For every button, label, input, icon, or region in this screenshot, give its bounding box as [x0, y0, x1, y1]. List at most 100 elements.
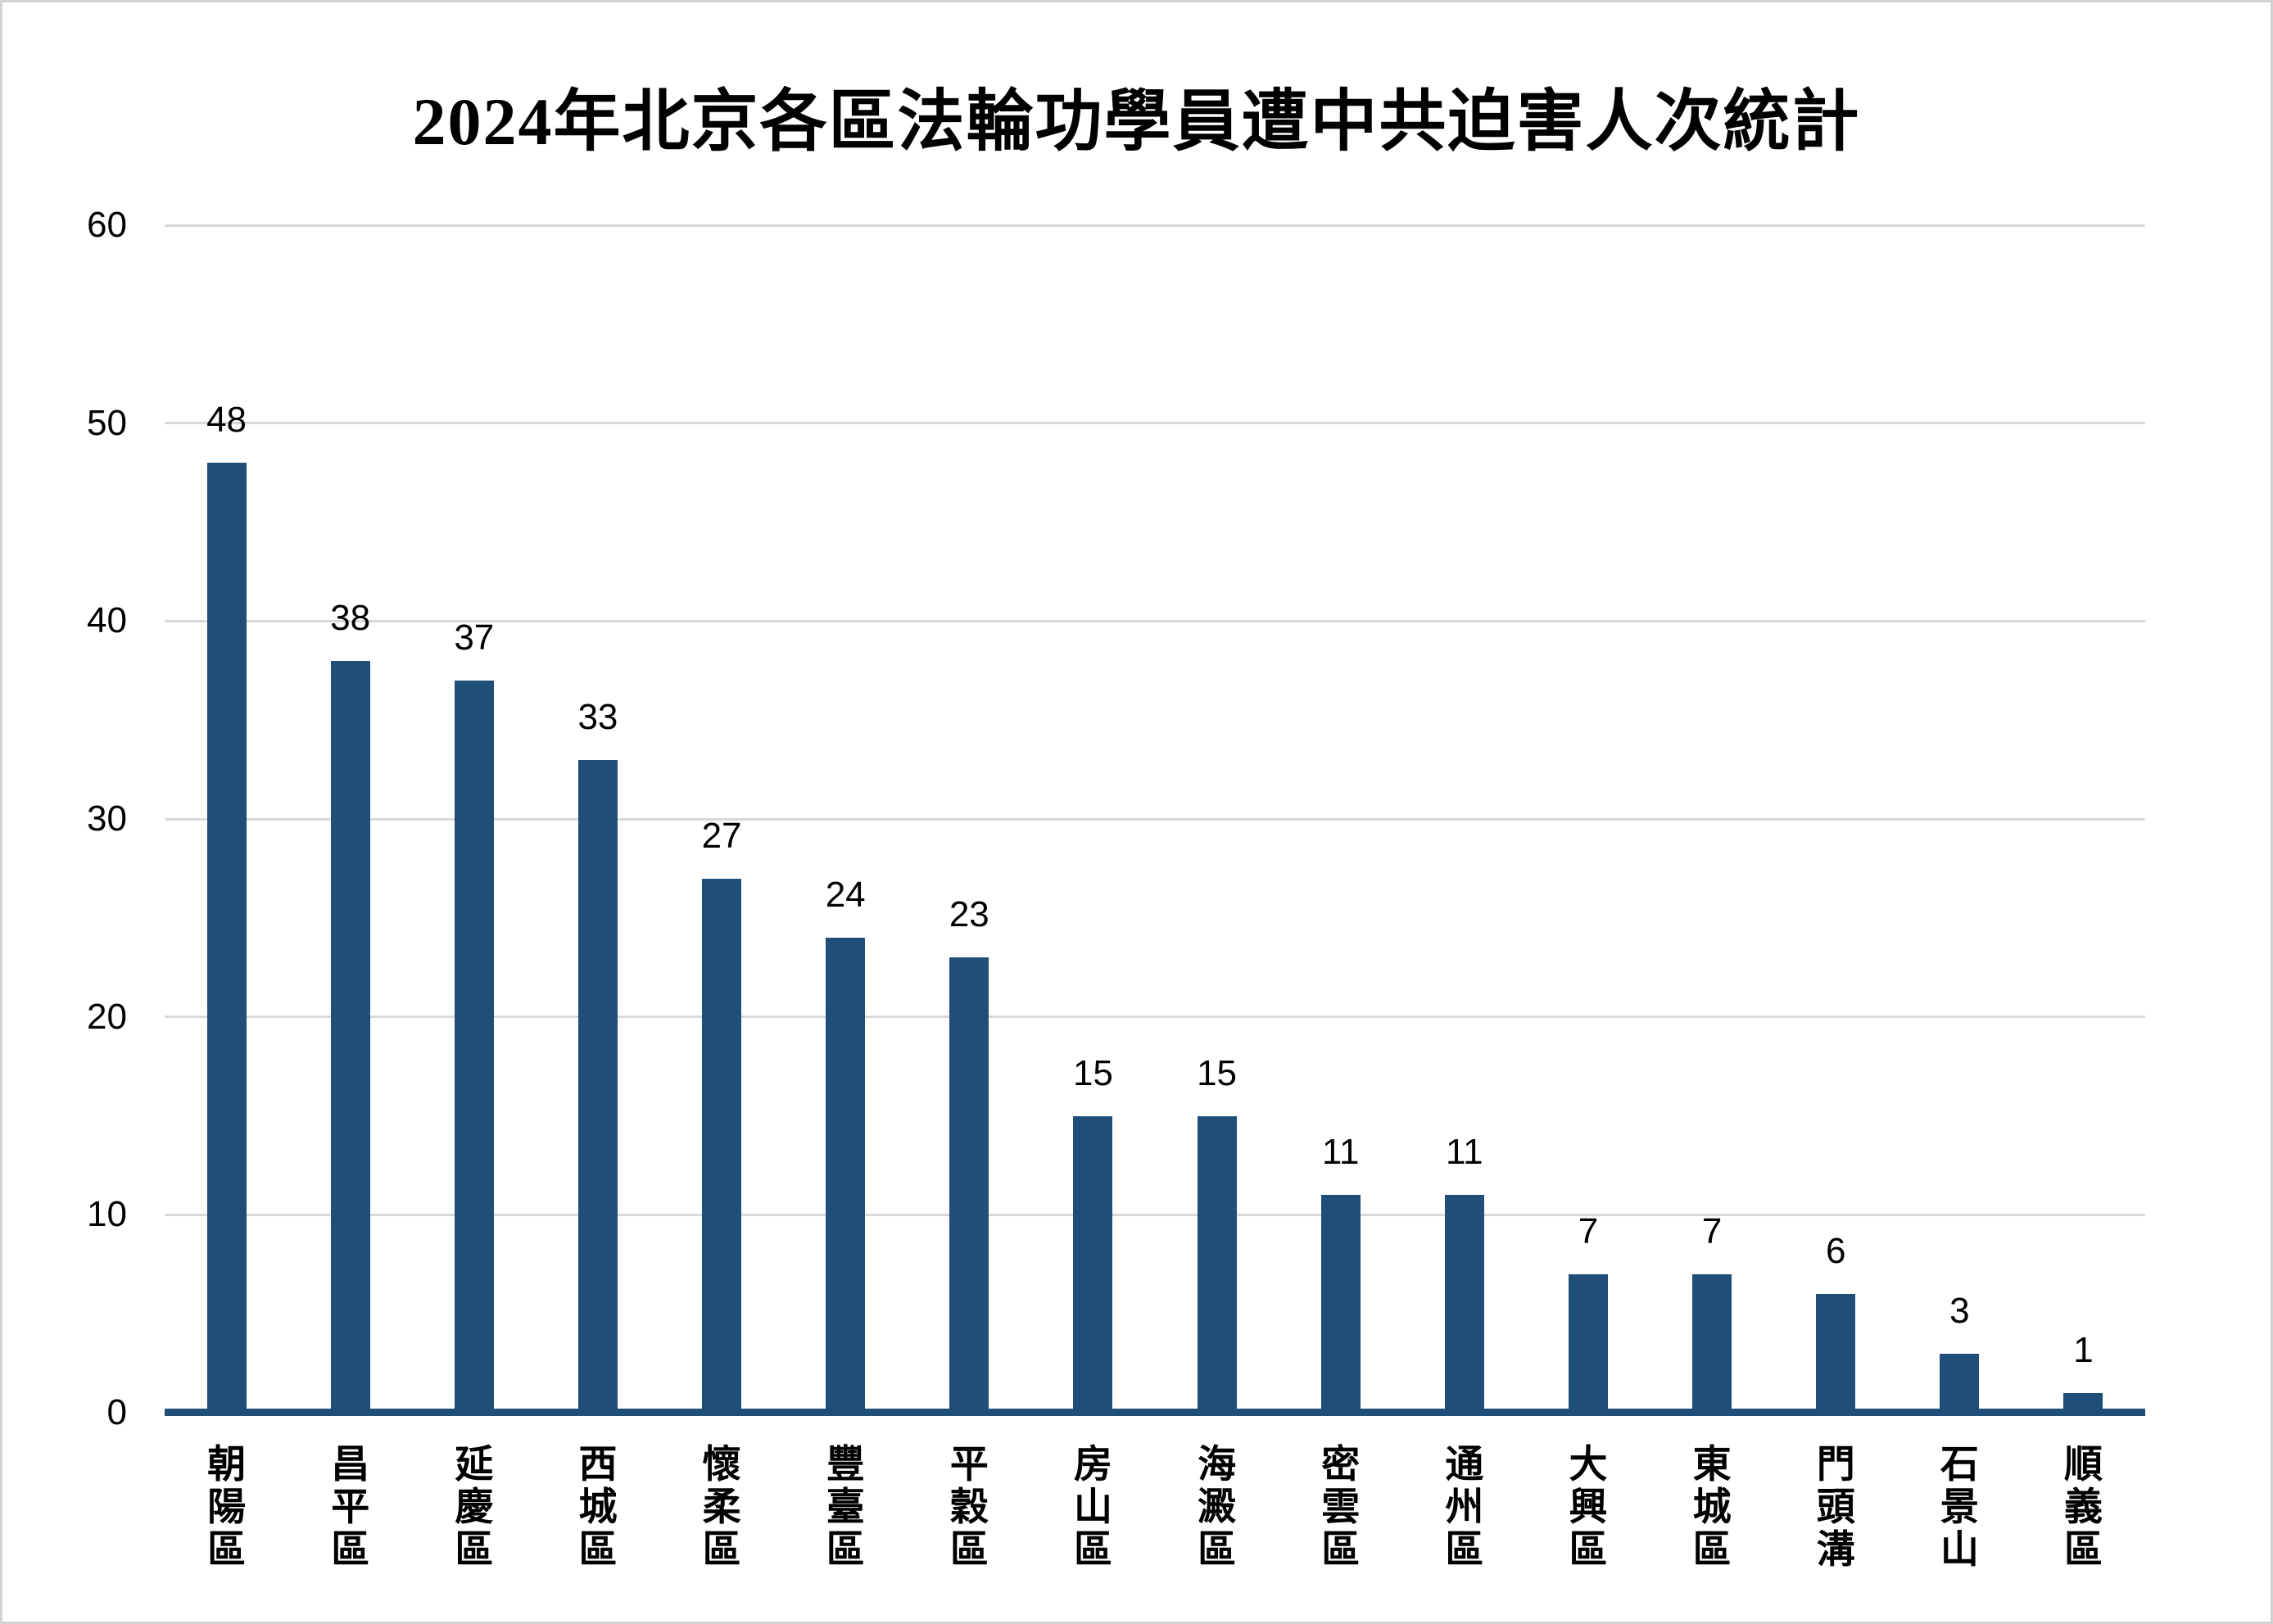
- bar: [826, 938, 866, 1413]
- bar: [1073, 1115, 1113, 1413]
- x-axis-label-char: 區: [578, 1529, 618, 1572]
- x-axis-label-char: 景: [1940, 1486, 1979, 1529]
- chart-title: 2024年北京各區法輪功學員遭中共迫害人次統計: [412, 84, 1861, 159]
- bar-value-label: 11: [1321, 1132, 1360, 1173]
- bar: [1816, 1294, 1856, 1413]
- bar-value-label: 15: [1197, 1052, 1238, 1093]
- x-axis-label-char: 懷: [702, 1444, 741, 1486]
- x-axis-label-char: 慶: [455, 1486, 494, 1529]
- bar-value-label: 27: [701, 815, 742, 856]
- x-axis-label-char: 溝: [1816, 1529, 1855, 1572]
- x-axis-label-char: 東: [1692, 1444, 1732, 1486]
- x-axis-label: 門頭溝: [1774, 1444, 1898, 1572]
- x-axis-label-char: 朝: [207, 1444, 247, 1486]
- x-axis-label-char: 昌: [331, 1444, 370, 1486]
- gridline: [165, 422, 2145, 425]
- x-axis-label: 房山區: [1031, 1444, 1155, 1572]
- bar: [206, 463, 247, 1413]
- x-axis-label-char: 延: [455, 1444, 494, 1486]
- x-axis-label-char: 區: [2063, 1529, 2103, 1572]
- x-axis-label-char: 州: [1445, 1486, 1484, 1529]
- x-axis-label-char: 西: [578, 1444, 618, 1486]
- bar-value-label: 37: [454, 617, 495, 658]
- x-axis-line: [165, 1409, 2145, 1416]
- gridline: [165, 1213, 2145, 1216]
- x-axis-label-char: 石: [1940, 1444, 1979, 1486]
- x-axis-label-char: 柔: [702, 1486, 741, 1529]
- bar: [1320, 1195, 1361, 1413]
- bar: [454, 680, 494, 1413]
- x-axis-label-char: 大: [1569, 1444, 1608, 1486]
- x-axis-label: 海澱區: [1155, 1444, 1279, 1572]
- x-axis-label-char: 區: [207, 1529, 247, 1572]
- x-axis-label-char: 區: [1198, 1529, 1237, 1572]
- bar: [1940, 1353, 1980, 1413]
- bar-value-label: 7: [1701, 1210, 1723, 1251]
- x-axis-label: 密雲區: [1279, 1444, 1402, 1572]
- x-axis-label-char: 澱: [1198, 1486, 1237, 1529]
- x-axis-label-char: 山: [1073, 1486, 1112, 1529]
- bar: [1692, 1273, 1732, 1413]
- y-axis-tick-label: 50: [87, 402, 127, 443]
- bar-value-label: 38: [330, 597, 371, 638]
- gridline: [165, 619, 2145, 622]
- x-axis-label-char: 山: [1940, 1529, 1979, 1572]
- bar-value-label: 1: [2073, 1329, 2094, 1370]
- bar-value-label: 24: [825, 875, 866, 915]
- x-axis-label-char: 門: [1816, 1444, 1855, 1486]
- gridline: [165, 817, 2145, 821]
- x-axis-label: 大興區: [1526, 1444, 1650, 1572]
- x-axis-label: 順義區: [2022, 1444, 2145, 1572]
- x-axis-label: 通州區: [1402, 1444, 1526, 1572]
- x-axis-label-char: 義: [2063, 1486, 2103, 1529]
- bar-value-label: 23: [949, 894, 989, 935]
- x-axis-label-char: 區: [1445, 1529, 1484, 1572]
- x-axis-label-char: 區: [1321, 1529, 1361, 1572]
- x-axis-label: 昌平區: [288, 1444, 412, 1572]
- bar: [577, 759, 618, 1413]
- bar-value-label: 7: [1578, 1210, 1599, 1251]
- x-axis-label-char: 穀: [949, 1486, 989, 1529]
- x-axis-label: 豐臺區: [784, 1444, 908, 1572]
- x-axis-label-char: 房: [1073, 1444, 1112, 1486]
- x-axis-label-char: 陽: [207, 1486, 247, 1529]
- x-axis-label: 西城區: [536, 1444, 659, 1572]
- x-axis-label-char: 區: [702, 1529, 741, 1572]
- gridline: [165, 224, 2145, 227]
- plot-area: 48 38 37 33 27 24 23 15 15 11 11 7 7 6 3 1: [165, 224, 2145, 1416]
- x-axis-label-char: 雲: [1321, 1486, 1361, 1529]
- y-axis-tick-label: 10: [87, 1194, 127, 1235]
- x-axis-label-char: 興: [1569, 1486, 1608, 1529]
- x-axis-label-char: 順: [2063, 1444, 2103, 1486]
- y-axis-tick-label: 30: [87, 798, 127, 839]
- bar-value-label: 6: [1825, 1231, 1846, 1271]
- x-axis-label-char: 區: [826, 1529, 865, 1572]
- bar: [702, 878, 742, 1413]
- x-axis-label-char: 豐: [826, 1444, 865, 1486]
- x-axis-label-char: 區: [949, 1529, 989, 1572]
- x-axis-label-char: 區: [1692, 1529, 1732, 1572]
- x-axis-label: 朝陽區: [165, 1444, 288, 1572]
- bar-value-label: 33: [577, 696, 618, 737]
- x-axis-label-char: 通: [1445, 1444, 1484, 1486]
- x-axis-label-char: 城: [578, 1486, 618, 1529]
- y-axis-tick-label: 40: [87, 600, 127, 641]
- x-axis-label: 東城區: [1650, 1444, 1774, 1572]
- x-axis-label: 平穀區: [908, 1444, 1031, 1572]
- bar: [1444, 1195, 1484, 1413]
- bar: [949, 957, 989, 1413]
- y-axis-tick-label: 60: [87, 205, 127, 245]
- bar-value-label: 48: [206, 400, 247, 440]
- x-axis-label-char: 區: [455, 1529, 494, 1572]
- bar: [1197, 1115, 1237, 1413]
- bar: [1568, 1273, 1608, 1413]
- bar: [330, 660, 370, 1413]
- x-axis-label: 延慶區: [412, 1444, 536, 1572]
- x-axis-label-char: 平: [331, 1486, 370, 1529]
- x-axis-label: 石景山: [1898, 1444, 2022, 1572]
- x-axis-label-char: 平: [949, 1444, 989, 1486]
- bar-value-label: 3: [1949, 1290, 1970, 1331]
- x-axis-label-char: 海: [1198, 1444, 1237, 1486]
- bar-value-label: 15: [1072, 1052, 1113, 1093]
